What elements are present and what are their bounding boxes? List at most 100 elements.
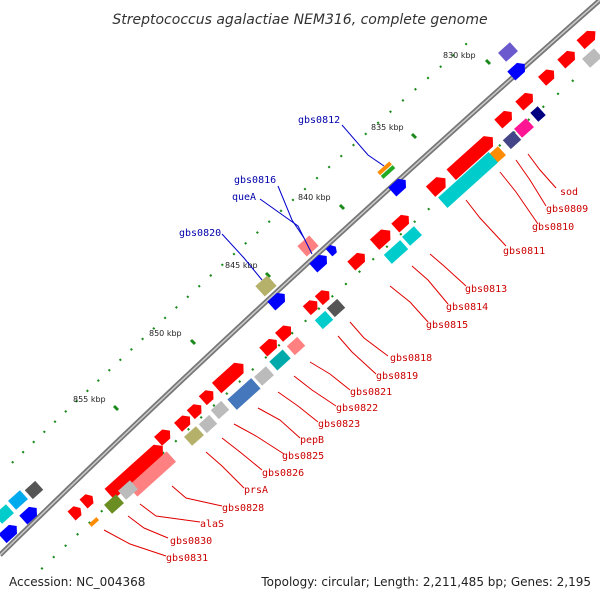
gene-fwd-mid-4 bbox=[314, 290, 330, 306]
tick-dot bbox=[498, 143, 502, 147]
gene-arrow bbox=[198, 390, 214, 406]
gene-gbs0823 bbox=[254, 366, 274, 386]
gene-pepB bbox=[227, 378, 261, 410]
tick-dot bbox=[76, 532, 80, 536]
gene-arrow bbox=[79, 494, 94, 509]
label-gbs0828[interactable]: gbs0828 bbox=[222, 503, 264, 514]
tick-dot bbox=[464, 42, 468, 46]
tick-dot bbox=[571, 79, 575, 83]
label-gbs0830[interactable]: gbs0830 bbox=[170, 536, 212, 547]
gene-fwd-mid-5 bbox=[302, 300, 318, 316]
tick-dot bbox=[279, 209, 283, 213]
tick-dot bbox=[52, 555, 56, 559]
tick-dot bbox=[371, 257, 375, 261]
label-prsA[interactable]: prsA bbox=[244, 485, 268, 496]
leader-gbs0816 bbox=[277, 185, 305, 239]
gene-box bbox=[127, 451, 177, 497]
tick-dot bbox=[107, 368, 111, 372]
tick-mark-855 bbox=[112, 404, 120, 412]
gene-reverse-small bbox=[325, 244, 337, 257]
leader-gbs0811 bbox=[465, 199, 507, 247]
gene-queA bbox=[309, 254, 327, 273]
map-title: Streptococcus agalactiae NEM316, complet… bbox=[112, 12, 487, 28]
label-pepB[interactable]: pepB bbox=[300, 435, 324, 446]
gene-fwd-long-1 bbox=[446, 136, 494, 180]
gene-box bbox=[198, 414, 218, 434]
gene-fwd-top-7 bbox=[494, 110, 512, 129]
gene-box bbox=[254, 366, 274, 386]
label-gbs0813[interactable]: gbs0813 bbox=[465, 284, 507, 295]
label-gbs0811[interactable]: gbs0811 bbox=[503, 246, 545, 257]
gene-arrow bbox=[515, 92, 533, 111]
gene-arrow bbox=[259, 338, 277, 357]
tick-dot bbox=[251, 368, 255, 371]
leader-gbs0815 bbox=[389, 285, 429, 323]
gene-gbs0821 bbox=[286, 336, 306, 356]
label-gbs0831[interactable]: gbs0831 bbox=[166, 553, 208, 564]
gene-arrow bbox=[369, 229, 391, 250]
label-gbs0819[interactable]: gbs0819 bbox=[376, 371, 418, 382]
label-gbs0825[interactable]: gbs0825 bbox=[282, 451, 324, 462]
gene-box bbox=[210, 400, 230, 420]
gene-box bbox=[438, 152, 498, 208]
label-gbs0809[interactable]: gbs0809 bbox=[546, 204, 588, 215]
leader-queA bbox=[259, 198, 313, 255]
gene-reverse-830k-b bbox=[507, 62, 525, 81]
gene-gbs0812 bbox=[377, 161, 396, 179]
gene-arrow bbox=[557, 50, 575, 69]
gene-box bbox=[255, 275, 277, 297]
label-gbs0812[interactable]: gbs0812 bbox=[298, 115, 340, 126]
label-sod[interactable]: sod bbox=[560, 187, 578, 198]
tick-label-835: 835 kbp bbox=[371, 123, 404, 132]
leader-gbs0820 bbox=[221, 233, 263, 281]
label-gbs0822[interactable]: gbs0822 bbox=[336, 403, 378, 414]
gene-box bbox=[88, 517, 100, 527]
gene-gbs0819 bbox=[314, 310, 334, 330]
label-gbs0814[interactable]: gbs0814 bbox=[446, 302, 488, 313]
tick-dot bbox=[32, 440, 36, 444]
label-gbs0810[interactable]: gbs0810 bbox=[532, 222, 574, 233]
tick-dot bbox=[244, 241, 248, 245]
tick-label-830: 830 kbp bbox=[443, 51, 476, 60]
tick-dot bbox=[255, 231, 259, 234]
tick-dot bbox=[315, 176, 319, 180]
gene-arrow bbox=[425, 177, 446, 197]
tick-dot bbox=[118, 358, 122, 362]
tick-labels: 830 kbp 835 kbp 840 kbp 845 kbp 850 kbp … bbox=[73, 51, 476, 404]
tick-dot bbox=[304, 319, 307, 323]
forward-strand-genes bbox=[67, 30, 600, 527]
gene-gbs0814 bbox=[383, 240, 409, 264]
gene-reverse-left-4 bbox=[19, 506, 37, 525]
gene-arrow bbox=[446, 136, 494, 180]
gene-arrow bbox=[388, 178, 406, 197]
leader-gbs0818 bbox=[349, 321, 389, 357]
gene-fwd-mid-11 bbox=[174, 415, 191, 432]
tick-dot bbox=[339, 154, 343, 158]
label-gbs0826[interactable]: gbs0826 bbox=[262, 468, 304, 479]
label-queA[interactable]: queA bbox=[232, 192, 256, 203]
gene-fwd-left-2 bbox=[67, 506, 82, 521]
leader-gbs0822 bbox=[293, 375, 337, 407]
tick-dot bbox=[53, 420, 57, 424]
label-gbs0821[interactable]: gbs0821 bbox=[350, 387, 392, 398]
reverse-strand-genes bbox=[0, 42, 525, 544]
gene-arrow bbox=[19, 506, 37, 525]
gene-gbs0811 bbox=[438, 152, 498, 208]
label-gbs0823[interactable]: gbs0823 bbox=[318, 419, 360, 430]
label-gbs0816[interactable]: gbs0816 bbox=[234, 175, 276, 186]
gene-sod bbox=[514, 118, 534, 138]
tick-dot bbox=[358, 270, 361, 274]
backbone bbox=[0, 0, 600, 557]
label-alaS[interactable]: alaS bbox=[200, 519, 224, 530]
gene-prsA bbox=[184, 426, 204, 446]
label-gbs0820[interactable]: gbs0820 bbox=[179, 228, 221, 239]
gene-arrow bbox=[309, 254, 327, 273]
tick-dot bbox=[40, 567, 44, 570]
tick-dot bbox=[527, 118, 531, 122]
label-gbs0815[interactable]: gbs0815 bbox=[426, 320, 468, 331]
gene-gbs0830 bbox=[104, 494, 124, 514]
label-gbs0818[interactable]: gbs0818 bbox=[390, 353, 432, 364]
leader-gbs0812 bbox=[341, 124, 385, 167]
tick-mark-835 bbox=[410, 132, 418, 140]
tick-dots bbox=[11, 42, 575, 570]
